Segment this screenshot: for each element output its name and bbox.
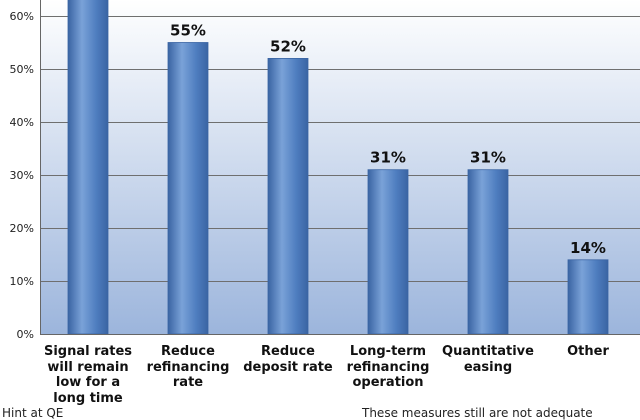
- category-label: Other: [567, 344, 609, 359]
- data-label: 31%: [370, 149, 406, 167]
- y-tick-label: 30%: [10, 169, 34, 182]
- y-tick-label: 50%: [10, 63, 34, 76]
- bar: [267, 58, 309, 335]
- y-tick-label: 20%: [10, 222, 34, 235]
- plot-area: [40, 0, 640, 334]
- gridlines: [40, 16, 640, 282]
- bar: [167, 42, 209, 335]
- y-tick-label: 10%: [10, 275, 34, 288]
- bar: [567, 259, 609, 335]
- data-label: 31%: [470, 149, 506, 167]
- category-label: Reduce deposit rate: [243, 344, 333, 375]
- data-label: 14%: [570, 239, 606, 257]
- data-label: 52%: [270, 37, 306, 55]
- bar: [67, 0, 109, 335]
- data-labels: 55% 52% 31% 31% 14%: [170, 22, 606, 257]
- bars: [67, 0, 609, 335]
- bar: [467, 169, 509, 335]
- footnote-left: Hint at QE: [2, 406, 64, 420]
- category-label: Long-term refinancing operation: [346, 344, 430, 390]
- footnote-right: These measures still are not adequate: [362, 406, 593, 420]
- category-label: Reduce refinancing rate: [146, 344, 230, 390]
- category-label: Signal rates will remain low for a long …: [43, 344, 133, 406]
- category-label: Quantitative easing: [442, 344, 534, 375]
- y-axis-ticks: 0% 10% 20% 30% 40% 50% 60%: [10, 10, 34, 341]
- y-tick-label: 40%: [10, 116, 34, 129]
- bar: [367, 169, 409, 335]
- data-label: 55%: [170, 22, 206, 40]
- y-tick-label: 0%: [17, 328, 34, 341]
- y-tick-label: 60%: [10, 10, 34, 23]
